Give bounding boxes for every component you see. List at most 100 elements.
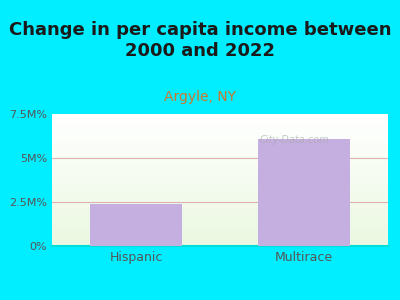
Bar — [52, 232, 388, 233]
Bar — [52, 150, 388, 151]
Bar — [52, 209, 388, 210]
Bar — [52, 141, 388, 142]
Bar — [52, 143, 388, 144]
Bar — [52, 139, 388, 140]
Bar — [52, 242, 388, 243]
Bar — [52, 189, 388, 190]
Bar — [52, 205, 388, 206]
Bar — [52, 165, 388, 166]
Bar — [52, 225, 388, 226]
Bar — [52, 234, 388, 235]
Bar — [52, 117, 388, 118]
Bar — [52, 192, 388, 193]
Bar — [52, 233, 388, 234]
Bar — [52, 243, 388, 244]
Bar — [52, 187, 388, 188]
Bar — [52, 219, 388, 220]
Bar — [52, 173, 388, 174]
Bar — [52, 124, 388, 125]
Bar — [258, 139, 350, 246]
Bar — [52, 190, 388, 191]
Bar — [52, 194, 388, 195]
Bar — [52, 167, 388, 168]
Bar — [52, 125, 388, 126]
Bar — [52, 126, 388, 127]
Bar — [52, 197, 388, 198]
Bar — [52, 177, 388, 178]
Bar — [52, 185, 388, 186]
Bar — [52, 240, 388, 241]
Text: Change in per capita income between
2000 and 2022: Change in per capita income between 2000… — [9, 21, 391, 60]
Bar — [52, 241, 388, 242]
Bar — [52, 174, 388, 175]
Bar — [52, 153, 388, 154]
Bar — [52, 133, 388, 134]
Bar — [52, 158, 388, 159]
Bar — [52, 199, 388, 200]
Bar — [52, 160, 388, 161]
Bar — [52, 134, 388, 135]
Bar — [52, 119, 388, 120]
Bar — [52, 208, 388, 209]
Bar — [52, 127, 388, 128]
Bar — [52, 161, 388, 162]
Bar — [52, 226, 388, 227]
Bar — [52, 157, 388, 158]
Bar — [52, 182, 388, 183]
Bar — [52, 129, 388, 130]
Bar — [52, 114, 388, 115]
Bar — [52, 169, 388, 170]
Bar — [52, 179, 388, 180]
Bar — [52, 171, 388, 172]
Bar — [52, 188, 388, 189]
Bar — [52, 210, 388, 211]
Bar — [52, 121, 388, 122]
Bar — [52, 176, 388, 177]
Bar — [52, 220, 388, 221]
Bar — [52, 168, 388, 169]
Bar — [52, 203, 388, 204]
Bar — [52, 162, 388, 163]
Bar — [52, 170, 388, 171]
Bar — [52, 147, 388, 148]
Bar — [52, 146, 388, 147]
Bar — [52, 172, 388, 173]
Bar — [52, 222, 388, 223]
Bar — [52, 237, 388, 238]
Bar — [52, 206, 388, 207]
Bar — [52, 244, 388, 245]
Bar — [52, 166, 388, 167]
Bar — [52, 148, 388, 149]
Bar — [52, 131, 388, 132]
Bar — [52, 144, 388, 145]
Bar — [52, 195, 388, 196]
Bar — [52, 238, 388, 239]
Bar — [52, 229, 388, 230]
Bar — [52, 136, 388, 137]
Bar — [52, 138, 388, 139]
Bar — [52, 130, 388, 131]
Bar — [52, 236, 388, 237]
Bar — [52, 223, 388, 224]
Bar — [52, 221, 388, 222]
Bar — [52, 200, 388, 201]
Bar — [52, 239, 388, 240]
Bar — [52, 159, 388, 160]
Bar — [52, 235, 388, 236]
Bar — [52, 202, 388, 203]
Text: City-Data.com: City-Data.com — [259, 135, 329, 146]
Bar — [52, 132, 388, 133]
Bar — [52, 151, 388, 152]
Bar — [52, 156, 388, 157]
Bar — [52, 155, 388, 156]
Bar — [52, 215, 388, 216]
Bar — [52, 230, 388, 231]
Bar — [52, 231, 388, 232]
Bar — [52, 212, 388, 213]
Bar — [52, 154, 388, 155]
Bar — [52, 118, 388, 119]
Bar — [52, 227, 388, 228]
Bar — [52, 186, 388, 187]
Bar — [52, 193, 388, 194]
Bar — [52, 175, 388, 176]
